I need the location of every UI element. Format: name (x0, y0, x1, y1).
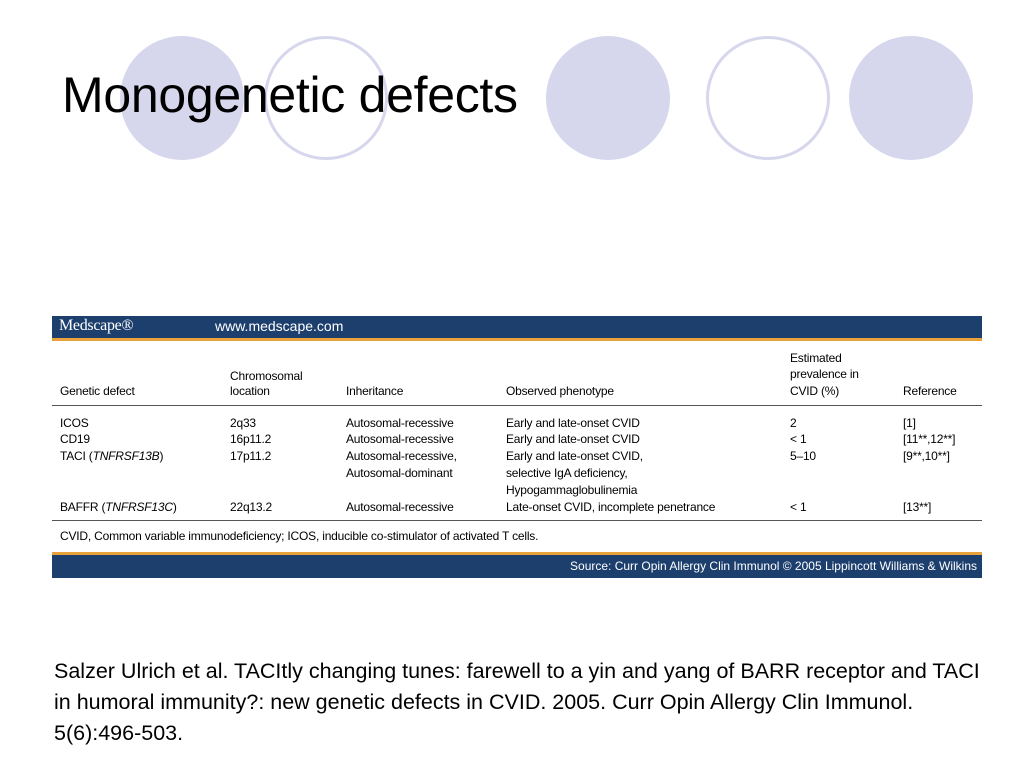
header-cvid-percent: CVID (%) (790, 384, 840, 398)
header-accent-line (52, 338, 982, 341)
figure-footer-bar: Source: Curr Opin Allergy Clin Immunol ©… (52, 552, 982, 578)
decor-circle-4 (706, 36, 830, 160)
source-credit: Source: Curr Opin Allergy Clin Immunol ©… (570, 559, 977, 573)
footer-accent-line (52, 552, 982, 555)
row-icos-prevalence: 2 (790, 416, 797, 430)
row-cd19-defect: CD19 (60, 432, 90, 446)
medscape-logo: Medscape® (59, 317, 134, 334)
row-taci-phenotype-1: Early and late-onset CVID, (506, 449, 643, 463)
citation-text: Salzer Ulrich et al. TACItly changing tu… (54, 659, 980, 745)
header-estimated: Estimated (790, 351, 842, 365)
row-taci-inheritance-2: Autosomal-dominant (346, 466, 453, 480)
row-taci-name: TACI ( (60, 449, 93, 463)
row-cd19-inheritance: Autosomal-recessive (346, 432, 454, 446)
header-inheritance: Inheritance (346, 384, 404, 398)
header-location: location (230, 384, 270, 398)
row-icos-inheritance: Autosomal-recessive (346, 416, 454, 430)
row-taci-phenotype-2: selective IgA deficiency, (506, 466, 628, 480)
header-reference: Reference (903, 384, 957, 398)
header-chromosomal: Chromosomal (230, 369, 303, 383)
row-taci-inheritance-1: Autosomal-recessive, (346, 449, 457, 463)
body-divider (52, 520, 982, 521)
row-taci-reference: [9**,10**] (903, 449, 950, 463)
header-genetic-defect: Genetic defect (60, 384, 135, 398)
table-footnote: CVID, Common variable immunodeficiency; … (60, 529, 539, 543)
row-cd19-location: 16p11.2 (230, 432, 272, 446)
row-icos-reference: [1] (903, 416, 916, 430)
row-taci-phenotype-3: Hypogammaglobulinemia (506, 483, 638, 497)
slide-title: Monogenetic defects (62, 67, 518, 123)
row-baffr-prevalence: < 1 (790, 500, 807, 514)
decor-circle-5 (849, 36, 973, 160)
header-phenotype: Observed phenotype (506, 384, 614, 398)
decor-circle-2 (264, 36, 388, 160)
medscape-figure: Medscape® www.medscape.com Genetic defec… (52, 316, 982, 578)
row-cd19-reference: [11**,12**] (903, 432, 956, 446)
figure-header-bar: Medscape® www.medscape.com (52, 316, 982, 341)
decor-circle-1 (120, 36, 244, 160)
row-baffr-gene: TNFRSF13C (105, 500, 173, 514)
row-baffr-reference: [13**] (903, 500, 932, 514)
decor-circle-3 (546, 36, 670, 160)
row-taci-location: 17p11.2 (230, 449, 272, 463)
header-prevalence-in: prevalence in (790, 367, 859, 381)
row-icos-phenotype: Early and late-onset CVID (506, 416, 640, 430)
row-baffr-phenotype: Late-onset CVID, incomplete penetrance (506, 500, 716, 514)
row-cd19-phenotype: Early and late-onset CVID (506, 432, 640, 446)
row-icos-location: 2q33 (230, 416, 256, 430)
row-taci-prevalence: 5–10 (790, 449, 816, 463)
row-cd19-prevalence: < 1 (790, 432, 807, 446)
medscape-url[interactable]: www.medscape.com (215, 318, 344, 334)
row-taci-defect: TACI (TNFRSF13B) (60, 449, 164, 463)
row-icos-defect: ICOS (60, 416, 89, 430)
row-baffr-defect: BAFFR (TNFRSF13C) (60, 500, 177, 514)
row-baffr-location: 22q13.2 (230, 500, 272, 514)
row-taci-gene: TNFRSF13B (92, 449, 160, 463)
row-baffr-inheritance: Autosomal-recessive (346, 500, 454, 514)
row-baffr-name: BAFFR ( (60, 500, 106, 514)
header-divider (52, 405, 982, 406)
